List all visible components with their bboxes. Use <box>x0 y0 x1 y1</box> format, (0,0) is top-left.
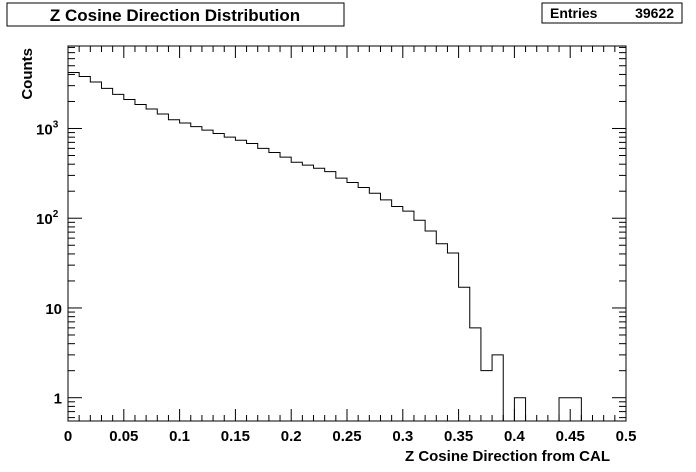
x-axis-ticks <box>67 46 627 421</box>
x-axis-tick-labels: 0 0.05 0.1 0.15 0.2 0.25 0.3 0.35 0.4 0.45 0.5 <box>64 428 637 445</box>
y-tick-label: 1 <box>54 391 62 408</box>
plot-frame <box>67 45 627 422</box>
x-tick-label: 0.5 <box>616 428 637 445</box>
y-axis-tick-labels: 1 10 102 103 <box>36 119 62 407</box>
y-axis-title: Counts <box>19 48 36 100</box>
x-axis-title: Z Cosine Direction from CAL <box>405 448 610 465</box>
x-tick-label: 0.3 <box>392 428 413 445</box>
x-tick-label: 0.15 <box>221 428 250 445</box>
y-tick-label: 103 <box>36 119 59 138</box>
x-tick-label: 0.25 <box>332 428 361 445</box>
x-tick-label: 0.05 <box>109 428 138 445</box>
x-tick-label: 0 <box>64 428 72 445</box>
stats-box <box>541 2 683 24</box>
x-tick-label: 0.2 <box>281 428 302 445</box>
histogram-series <box>68 72 626 422</box>
x-tick-label: 0.45 <box>556 428 585 445</box>
chart-title: Z Cosine Direction Distribution <box>50 6 300 25</box>
y-axis-ticks <box>68 46 626 419</box>
title-box <box>6 2 345 27</box>
y-tick-label: 10 <box>45 301 62 318</box>
x-tick-label: 0.4 <box>504 428 526 445</box>
stats-entries-label: Entries <box>550 5 598 21</box>
y-tick-label: 102 <box>36 209 59 228</box>
x-tick-label: 0.1 <box>169 428 190 445</box>
x-tick-label: 0.35 <box>444 428 473 445</box>
stats-entries-value: 39622 <box>635 5 674 21</box>
